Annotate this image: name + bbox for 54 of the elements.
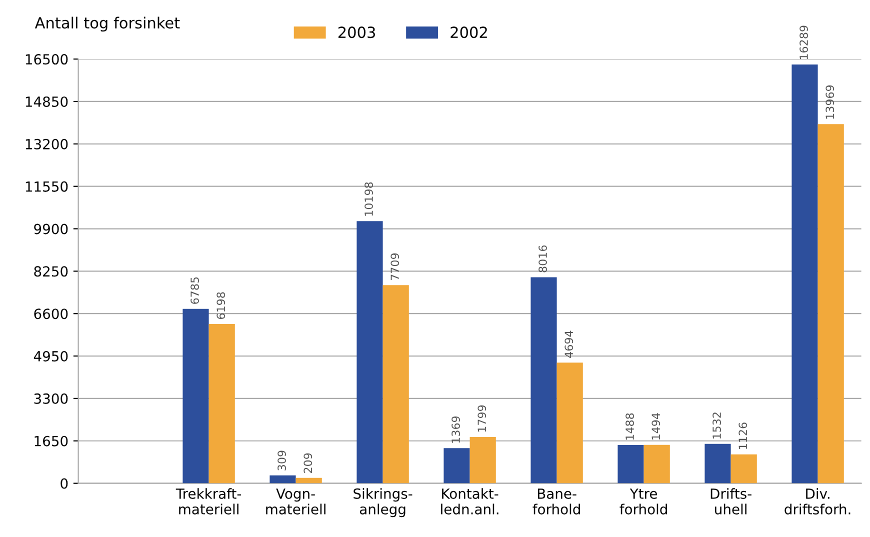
y-tick-label: 13200 — [26, 138, 68, 150]
y-tick-label: 9900 — [34, 224, 68, 234]
data-label: 309 — [278, 450, 286, 470]
bar — [296, 478, 322, 484]
data-label: 7709 — [390, 253, 400, 280]
y-tick-label: 3300 — [34, 393, 68, 404]
bar — [818, 124, 844, 484]
x-tick-label: Ytre forhold — [620, 488, 667, 514]
y-tick-label: 14850 — [26, 96, 68, 107]
y-tick-label: 11550 — [26, 181, 68, 192]
bar — [556, 362, 583, 484]
y-tick-label: 8250 — [34, 266, 68, 277]
y-tick-label: 0 — [60, 478, 68, 489]
bar — [470, 437, 496, 484]
data-label: 8016 — [538, 245, 547, 272]
data-label: 1369 — [452, 416, 460, 443]
data-label: 1488 — [626, 413, 634, 440]
x-tick-label: Kontakt- ledn.anl. — [441, 488, 498, 514]
y-axis-title: Antall tog forsinket — [34, 16, 180, 32]
y-tick-label: 4950 — [34, 351, 68, 362]
x-tick-label: Drifts- uhell — [710, 488, 752, 514]
data-label: 1532 — [712, 412, 721, 439]
legend-label: 2003 — [338, 26, 375, 38]
data-label: 16289 — [800, 26, 808, 60]
bar — [730, 454, 757, 484]
data-label: 10198 — [364, 182, 373, 216]
bar — [704, 444, 731, 484]
data-label: 6198 — [216, 292, 226, 319]
data-label: 1126 — [738, 422, 748, 449]
bar — [644, 444, 670, 484]
bar — [356, 221, 383, 484]
x-tick-label: Vogn- materiell — [266, 488, 326, 514]
bar — [792, 64, 818, 484]
data-label: 1799 — [478, 405, 486, 432]
x-tick-label: Bane- forhold — [532, 488, 580, 514]
data-label: 6785 — [190, 277, 199, 304]
data-label: 209 — [304, 453, 312, 473]
bar — [270, 475, 296, 484]
legend-label: 2002 — [450, 26, 487, 38]
data-label: 13969 — [826, 85, 834, 119]
bar — [444, 448, 470, 484]
data-label: 1494 — [652, 413, 660, 440]
y-tick-label: 1650 — [34, 436, 68, 446]
bar — [208, 324, 235, 484]
bar — [530, 277, 557, 484]
x-tick-label: Sikrings- anlegg — [354, 488, 412, 518]
x-tick-label: Div. driftsforh. — [784, 488, 850, 514]
bar — [618, 445, 644, 484]
bar — [182, 308, 209, 484]
x-tick-label: Trekkraft- materiell — [176, 488, 242, 514]
bar — [382, 285, 409, 484]
y-tick-label: 6600 — [34, 308, 68, 320]
data-label: 4694 — [564, 330, 574, 358]
y-tick-label: 16500 — [26, 54, 68, 65]
